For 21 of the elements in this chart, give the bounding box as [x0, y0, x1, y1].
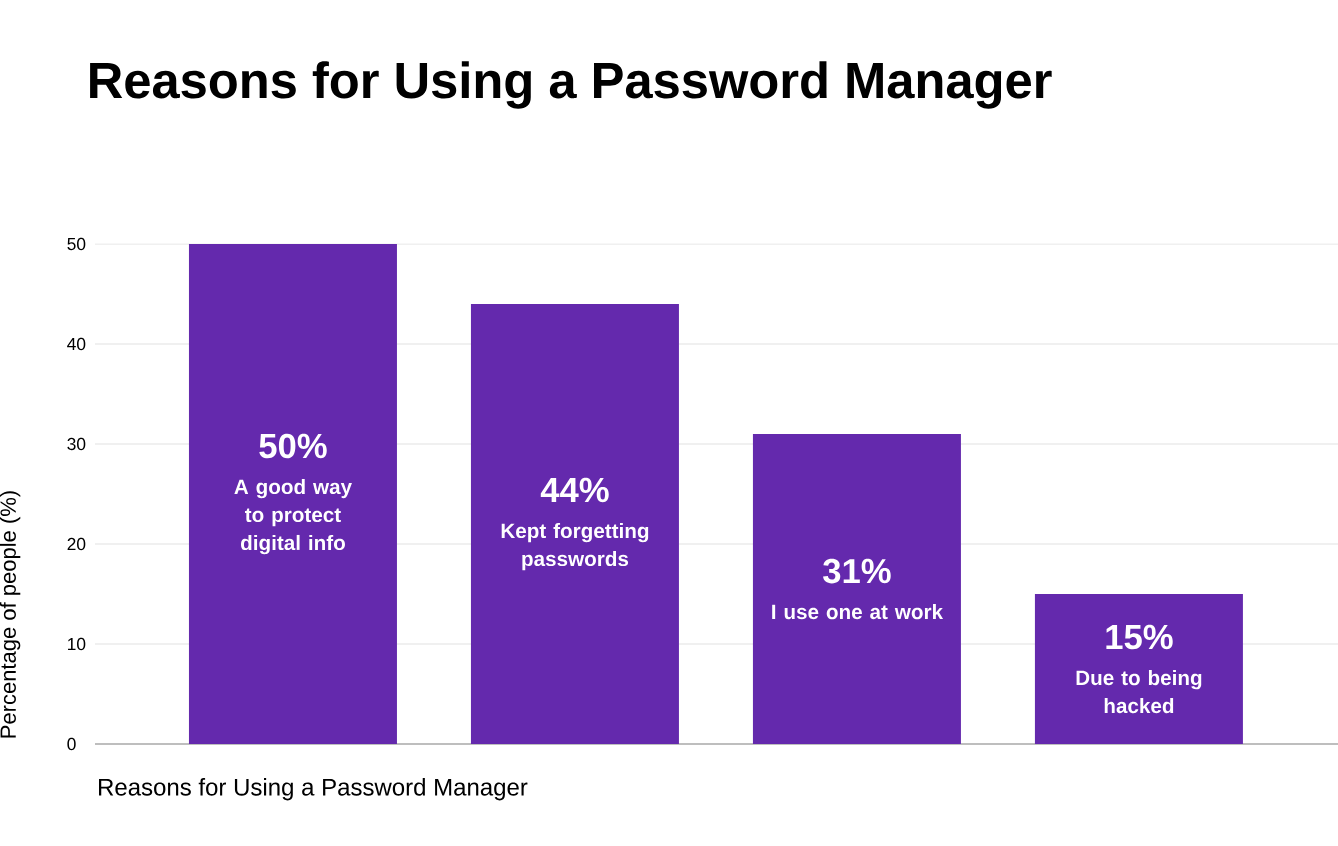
bar	[752, 434, 961, 744]
y-tick-label: 40	[67, 337, 86, 351]
bar	[470, 303, 679, 744]
x-tick-label: A good way to protect digital info	[234, 478, 352, 555]
y-tick-label: 50	[67, 237, 86, 251]
x-tick-label: I use one at work	[772, 604, 944, 620]
data-label: 15%	[1106, 624, 1173, 650]
x-tick-label: Due to being hacked	[1076, 669, 1202, 714]
chart-title: Reasons for Using a Password Manager	[90, 61, 1052, 109]
y-tick-label: 0	[67, 737, 76, 751]
bar	[188, 243, 397, 744]
data-label: 31%	[823, 558, 891, 584]
y-tick-label: 10	[68, 637, 86, 651]
y-axis-title: Percentage of people (%)	[0, 491, 21, 738]
x-axis-title: Reasons for Using a Password Manager	[99, 778, 528, 801]
data-label: 44%	[540, 477, 609, 503]
y-tick-label: 30	[67, 437, 86, 451]
data-label: 50%	[259, 433, 327, 459]
bar	[1034, 593, 1243, 744]
x-tick-label: Kept forgetting passwords	[501, 522, 649, 571]
y-tick-label: 20	[67, 537, 86, 551]
